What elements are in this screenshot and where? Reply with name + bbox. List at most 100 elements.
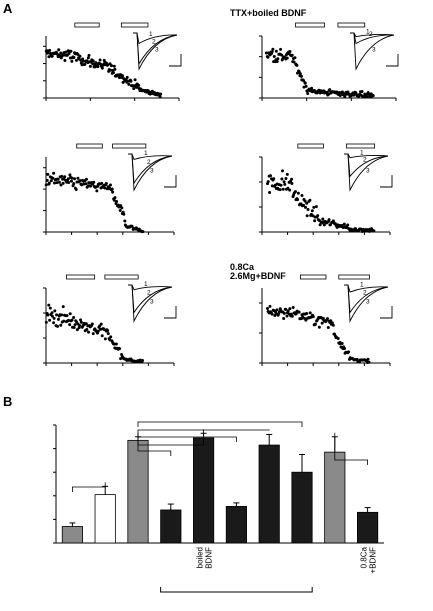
- data-point: [60, 174, 64, 178]
- bar: [160, 509, 182, 544]
- trace-number: 3: [366, 299, 370, 306]
- significance-bracket: [334, 432, 368, 465]
- data-point: [96, 329, 100, 333]
- data-point: [158, 95, 162, 99]
- data-point: [85, 328, 89, 332]
- data-point: [91, 59, 95, 63]
- data-point: [83, 62, 87, 66]
- data-point: [365, 95, 369, 99]
- data-point: [274, 312, 278, 316]
- data-point: [133, 78, 137, 82]
- ipsc-trace: [344, 284, 389, 293]
- data-point: [346, 223, 350, 227]
- data-point: [47, 181, 51, 185]
- data-point: [106, 329, 110, 333]
- data-point: [84, 322, 88, 326]
- panel-title-line1: 0.8Ca: [230, 262, 255, 272]
- data-point: [46, 172, 50, 176]
- data-point: [88, 64, 92, 68]
- data-point: [292, 60, 296, 64]
- bar: [193, 437, 215, 544]
- data-point: [276, 57, 280, 61]
- data-point: [111, 190, 115, 194]
- data-point: [295, 63, 299, 67]
- data-point: [331, 323, 335, 327]
- data-point: [290, 314, 294, 318]
- data-point: [281, 169, 285, 173]
- data-point: [47, 55, 51, 59]
- data-point: [55, 313, 59, 317]
- significance-bracket: [72, 482, 106, 492]
- data-point: [100, 181, 104, 185]
- data-point: [44, 183, 48, 187]
- data-point: [93, 65, 97, 69]
- ipsc-trace: [344, 284, 389, 323]
- data-point: [61, 305, 65, 309]
- data-point: [69, 179, 73, 183]
- trace-number: 1: [144, 150, 148, 157]
- data-point: [112, 198, 116, 202]
- drug-application-bar: [346, 143, 376, 149]
- data-point: [74, 58, 78, 62]
- data-point: [119, 357, 123, 361]
- drug-application-bar: [299, 274, 327, 280]
- data-point: [280, 177, 284, 181]
- data-point: [67, 181, 71, 185]
- data-point: [127, 82, 131, 86]
- data-point: [298, 72, 302, 76]
- data-point: [159, 92, 163, 96]
- data-point: [56, 317, 60, 321]
- data-point: [282, 316, 286, 320]
- data-point: [296, 191, 300, 195]
- data-point: [360, 89, 364, 93]
- data-point: [317, 325, 321, 329]
- data-point: [103, 186, 107, 190]
- ipsc-trace: [133, 32, 178, 66]
- data-point: [271, 47, 275, 51]
- data-point: [87, 53, 91, 57]
- bar: [94, 494, 116, 544]
- data-point: [282, 311, 286, 315]
- data-point: [63, 58, 67, 62]
- data-point: [103, 337, 107, 341]
- bar: [258, 444, 280, 544]
- trace-number: 3: [155, 47, 159, 54]
- data-point: [44, 320, 48, 324]
- data-point: [367, 360, 371, 364]
- ipsc-trace: [344, 153, 389, 178]
- scale-bar: [169, 54, 182, 67]
- data-point: [290, 177, 294, 181]
- data-point: [81, 59, 85, 63]
- data-point: [120, 206, 124, 210]
- category-label-line1: boiled: [196, 547, 205, 568]
- data-point: [122, 212, 126, 216]
- data-point: [69, 49, 73, 53]
- data-point: [290, 53, 294, 57]
- data-point: [52, 321, 56, 325]
- data-point: [279, 47, 283, 51]
- ipsc-trace: [350, 32, 395, 71]
- data-point: [305, 312, 309, 316]
- data-point: [366, 357, 370, 361]
- data-point: [98, 58, 102, 62]
- drug-application-bar: [104, 274, 139, 280]
- drug-application-bar: [295, 22, 325, 28]
- data-point: [285, 172, 289, 176]
- data-point: [100, 334, 104, 338]
- data-point: [78, 54, 82, 58]
- trace-number: 1: [366, 28, 370, 35]
- bar: [225, 506, 247, 544]
- data-point: [50, 311, 54, 315]
- data-point: [270, 50, 274, 54]
- data-point: [70, 59, 74, 63]
- data-point: [63, 175, 67, 179]
- data-point: [290, 182, 294, 186]
- drug-application-bar: [76, 143, 103, 149]
- data-point: [80, 63, 84, 67]
- category-label-line2: BDNF: [205, 547, 214, 569]
- data-point: [109, 64, 113, 68]
- trace-number: 3: [366, 168, 370, 175]
- data-point: [55, 181, 59, 185]
- data-point: [308, 198, 312, 202]
